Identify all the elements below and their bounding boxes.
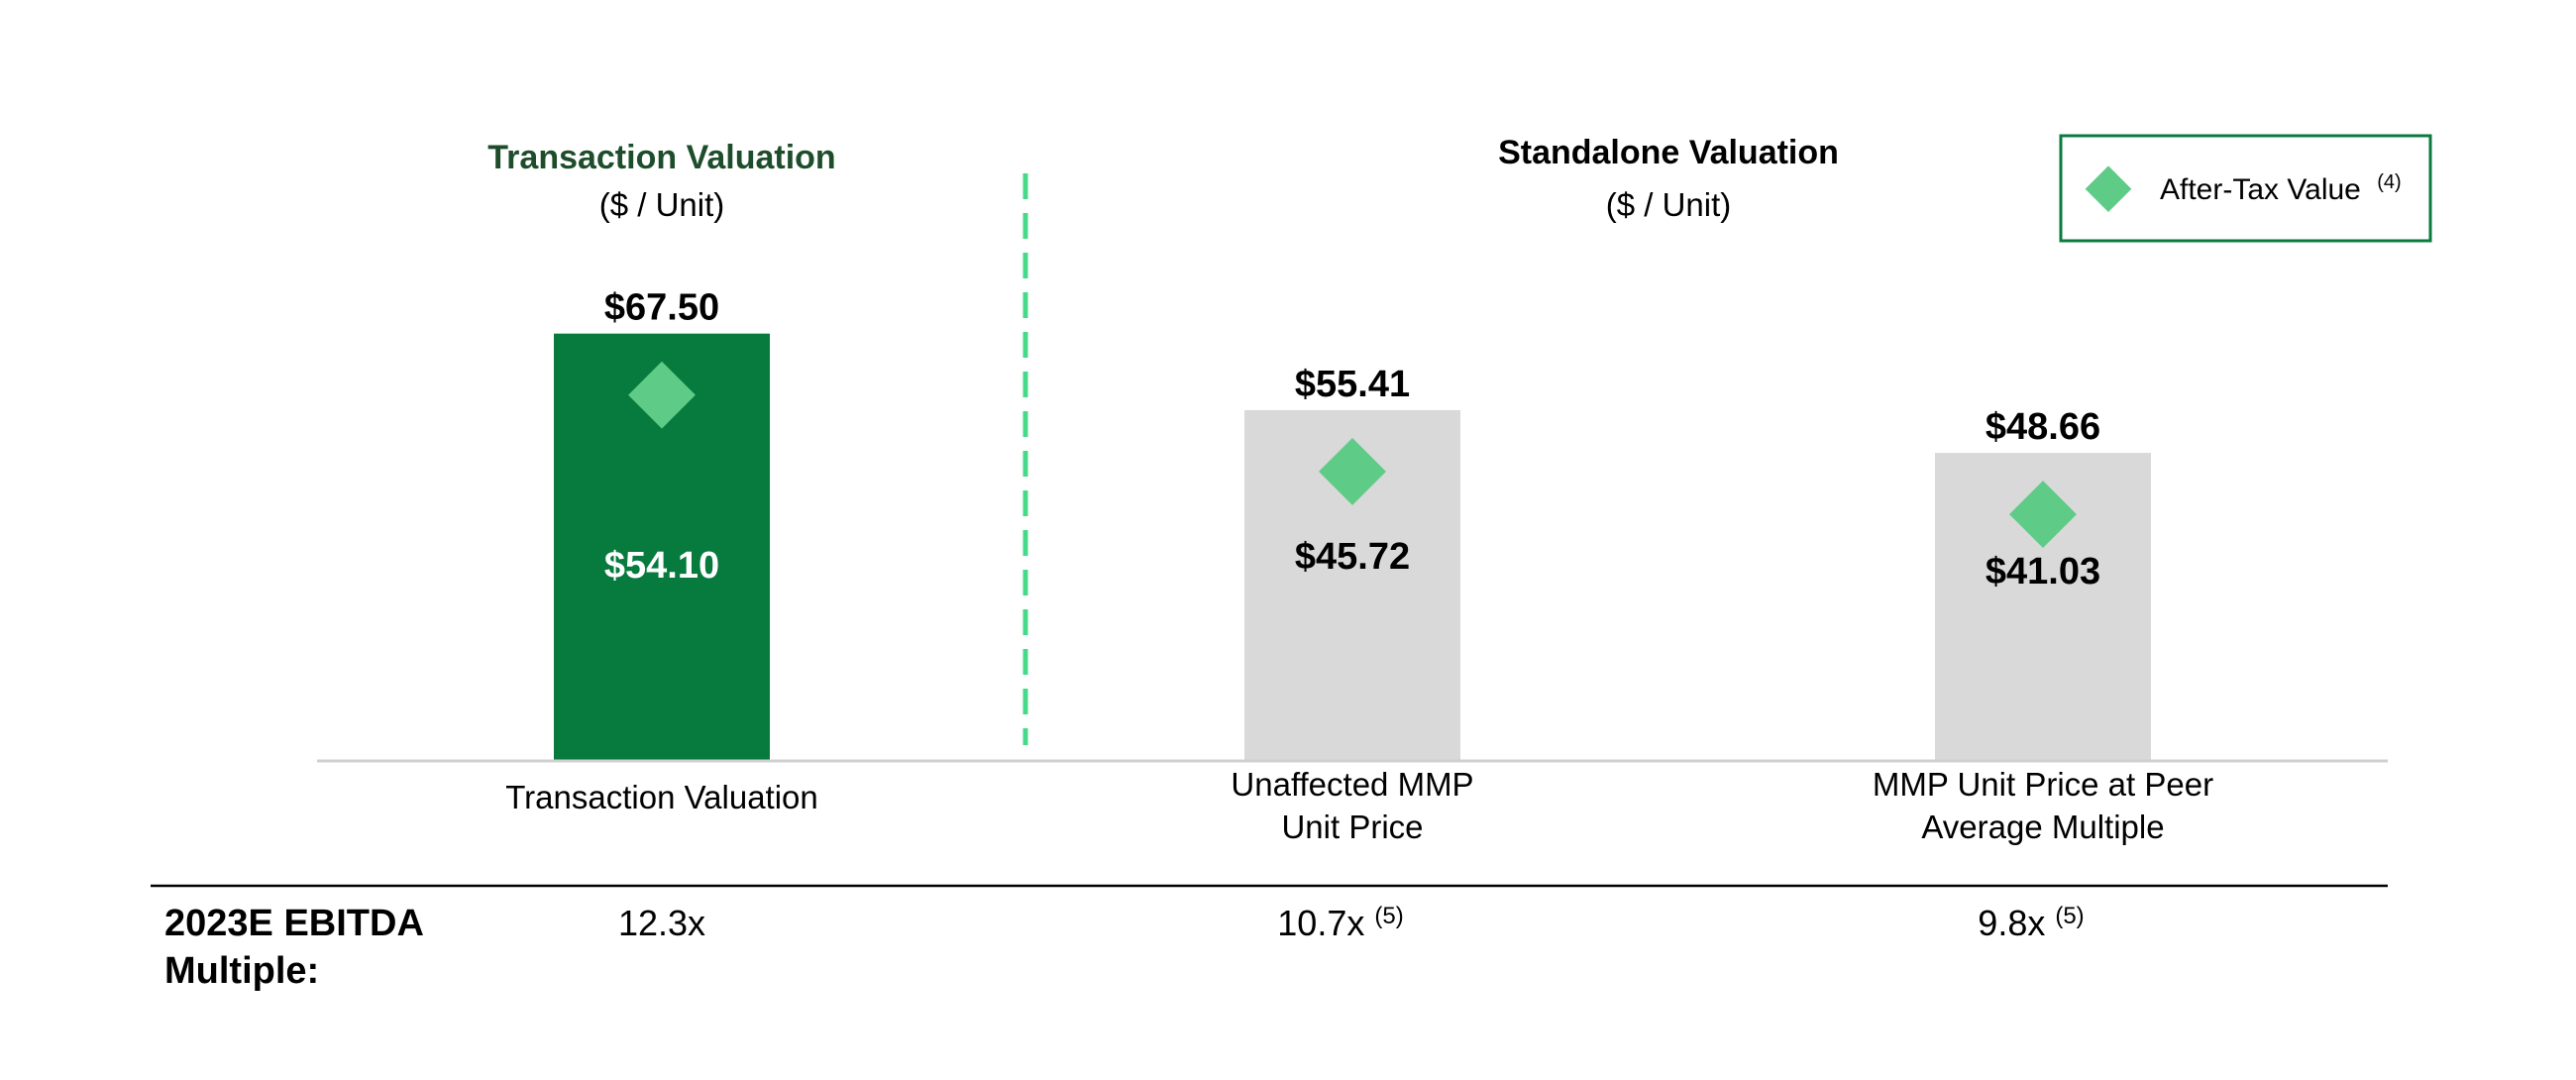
- category-label-2: Unaffected MMP Unit Price: [1231, 766, 1473, 845]
- after-tax-diamond-2: [1319, 437, 1386, 505]
- after-tax-label-2: $45.72: [1295, 536, 1410, 578]
- bar-total-label-3: $48.66: [1986, 406, 2100, 448]
- category-label-3-line-2: Average Multiple: [1921, 809, 2164, 845]
- category-labels: Transaction Valuation Unaffected MMP Unit …: [505, 766, 2213, 845]
- category-label-2-line-2: Unit Price: [1281, 809, 1423, 845]
- multiples-row-label-line-2: Multiple:: [164, 950, 319, 992]
- bar-total-label-1: $67.50: [604, 287, 719, 329]
- legend-diamond-icon: [2085, 165, 2132, 213]
- section-title-transaction: Transaction Valuation: [487, 139, 835, 176]
- multiple-value-text-1: 12.3x: [618, 903, 705, 943]
- bar-total-label-2: $55.41: [1295, 364, 1410, 405]
- multiples-values: 12.3x 10.7x (5) 9.8x (5): [618, 903, 2085, 943]
- category-label-2-line-1: Unaffected MMP: [1231, 766, 1473, 803]
- multiple-value-3: 9.8x (5): [1978, 903, 2084, 943]
- multiple-value-2: 10.7x (5): [1277, 903, 1403, 943]
- multiples-row-label: 2023E EBITDA Multiple:: [164, 903, 433, 992]
- legend-box: [2059, 134, 2432, 243]
- section-subtitle-standalone: ($ / Unit): [1606, 186, 1732, 223]
- after-tax-label-1: $54.10: [604, 545, 719, 587]
- legend-label-text: After-Tax Value: [2160, 173, 2361, 206]
- multiple-note-2: (5): [1374, 903, 1403, 929]
- multiple-value-text-3: 9.8x: [1978, 903, 2045, 943]
- section-title-standalone: Standalone Valuation: [1498, 134, 1839, 171]
- category-label-1: Transaction Valuation: [505, 779, 818, 815]
- after-tax-label-3: $41.03: [1986, 551, 2100, 593]
- multiples-row-label-line-1: 2023E EBITDA: [164, 903, 423, 944]
- legend-label: After-Tax Value (4): [2160, 171, 2402, 206]
- legend-label-superscript: (4): [2377, 171, 2401, 193]
- category-label-1-line-1: Transaction Valuation: [505, 779, 818, 815]
- multiple-value-text-2: 10.7x: [1277, 903, 1364, 943]
- category-label-3: MMP Unit Price at Peer Average Multiple: [1873, 766, 2213, 845]
- category-label-3-line-1: MMP Unit Price at Peer: [1873, 766, 2213, 803]
- section-subtitle-transaction: ($ / Unit): [599, 186, 725, 223]
- after-tax-diamond-1: [628, 361, 696, 429]
- multiple-note-3: (5): [2055, 903, 2084, 929]
- bars-layer: $67.50 $54.10 $55.41 $45.72 $48.66 $41.03: [554, 287, 2151, 761]
- multiple-value-1: 12.3x: [618, 903, 705, 943]
- legend: After-Tax Value (4): [2059, 134, 2432, 243]
